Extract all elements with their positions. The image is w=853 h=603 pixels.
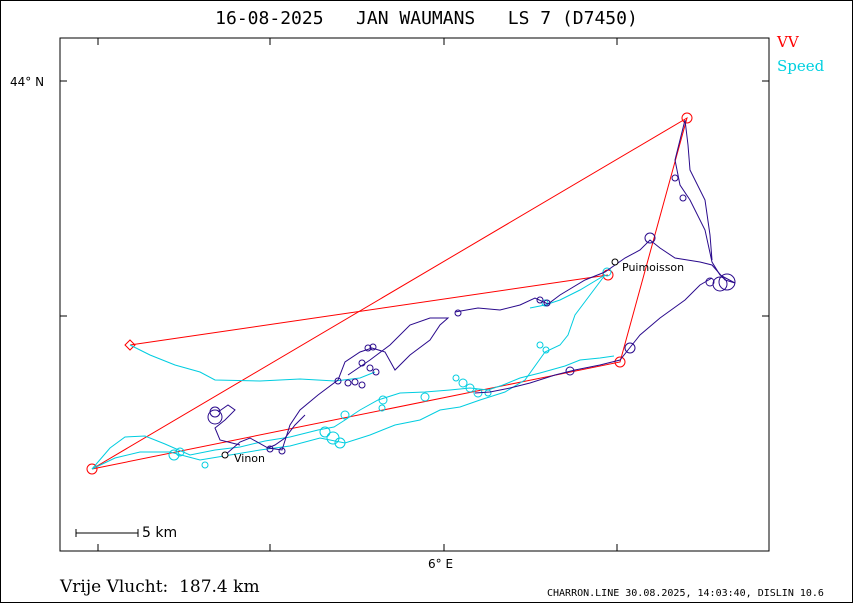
distance-text: Vrije Vlucht: 187.4 km	[60, 577, 260, 597]
legend-vv: VV	[777, 33, 799, 51]
longitude-tick-label: 6° E	[428, 557, 454, 571]
turnpoint-marker	[614, 356, 626, 368]
latitude-tick-label: 44° N	[10, 75, 45, 89]
place-label: Puimoisson	[622, 261, 684, 274]
turnpoint-marker-diamond	[124, 339, 136, 351]
place-label: Vinon	[234, 452, 265, 465]
turnpoint-marker	[86, 463, 98, 475]
footer-credit: CHARRON.LINE 30.08.2025, 14:03:40, DISLI…	[547, 588, 824, 599]
turnpoint-marker	[681, 112, 693, 124]
flight-track	[207, 119, 736, 456]
map-box	[59, 37, 770, 552]
map-title: 16-08-2025 JAN WAUMANS LS 7 (D7450)	[215, 8, 638, 29]
legend-speed: Speed	[777, 57, 825, 75]
speed-track	[91, 267, 615, 470]
scale-bar	[75, 529, 139, 537]
place-marker	[611, 258, 619, 266]
place-marker	[221, 451, 229, 459]
vv-task-lines	[91, 116, 688, 470]
place-markers	[221, 258, 619, 459]
scale-bar-label: 5 km	[142, 525, 178, 541]
